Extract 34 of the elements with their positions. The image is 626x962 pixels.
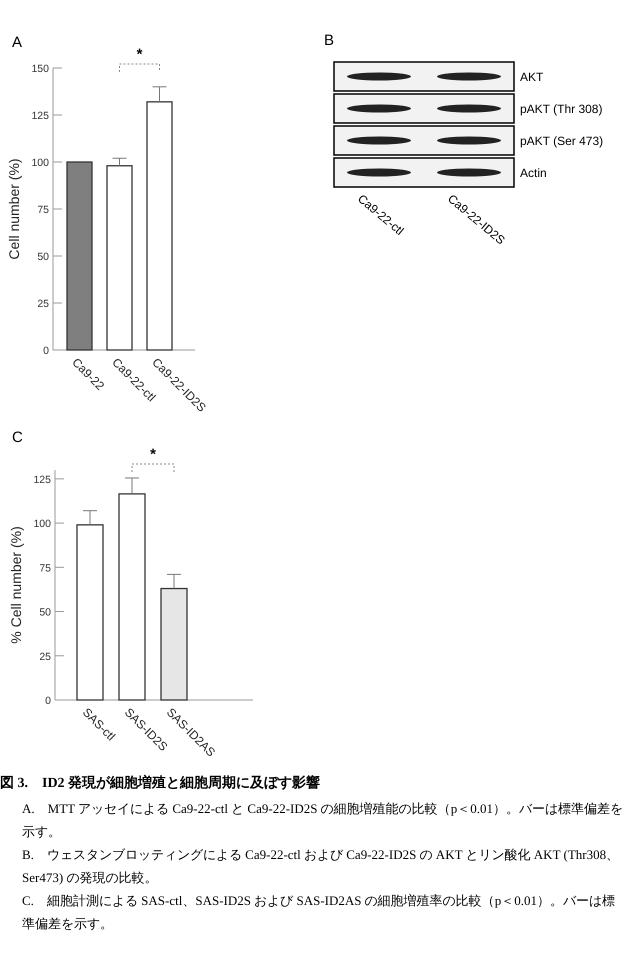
text: 図 3. ID2 発現が細胞増殖と細胞周期に及ぼす影響 (0, 774, 322, 793)
text: B (324, 32, 334, 49)
text: A. MTT アッセイによる Ca9-22-ctl と Ca9-22-ID2S の細胞増殖能の比較（p＜0.01）。バーは標準偏差を示す。 (21, 800, 624, 841)
y-tick-label: 0 (43, 345, 50, 357)
y-tick-label: 100 (33, 518, 52, 530)
y-tick-label: 75 (39, 562, 52, 574)
text: pAKT (Ser 473) (520, 134, 604, 148)
chart-title: C (12, 429, 23, 446)
y-tick-label: 50 (37, 251, 50, 263)
text: B. ウェスタンブロッティングによる Ca9-22-ctl および Ca9-22-ID2S の AKT とリン酸化 AKT (Thr308、Ser473) の発現の比較。 (21, 846, 620, 887)
bar (146, 101, 173, 351)
bar (118, 493, 146, 701)
y-tick-label: 125 (33, 474, 52, 486)
bar (66, 161, 93, 351)
bar (106, 165, 133, 351)
text: Actin (520, 166, 547, 180)
text: C. 細胞計測による SAS-ctl、SAS-ID2S および SAS-ID2AS の細胞増殖率の比較（p＜0.01）。バーは標準偏差を示す。 (21, 892, 616, 933)
text: * (150, 446, 156, 463)
y-axis-title: % Cell number (%) (8, 526, 24, 644)
text: AKT (520, 70, 544, 84)
y-tick-label: 0 (45, 695, 52, 707)
text: * (136, 46, 143, 63)
chart-title: A (12, 34, 22, 51)
y-tick-label: 125 (31, 110, 50, 122)
y-tick-label: 50 (39, 606, 52, 619)
y-axis-title: Cell number (%) (6, 158, 22, 260)
y-tick-label: 25 (37, 298, 50, 310)
bar (76, 524, 104, 701)
y-tick-label: 25 (39, 650, 52, 663)
y-tick-label: 75 (37, 204, 50, 216)
bar (160, 588, 188, 701)
y-tick-label: 100 (31, 157, 50, 169)
y-tick-label: 150 (31, 63, 50, 75)
text: pAKT (Thr 308) (520, 102, 602, 116)
